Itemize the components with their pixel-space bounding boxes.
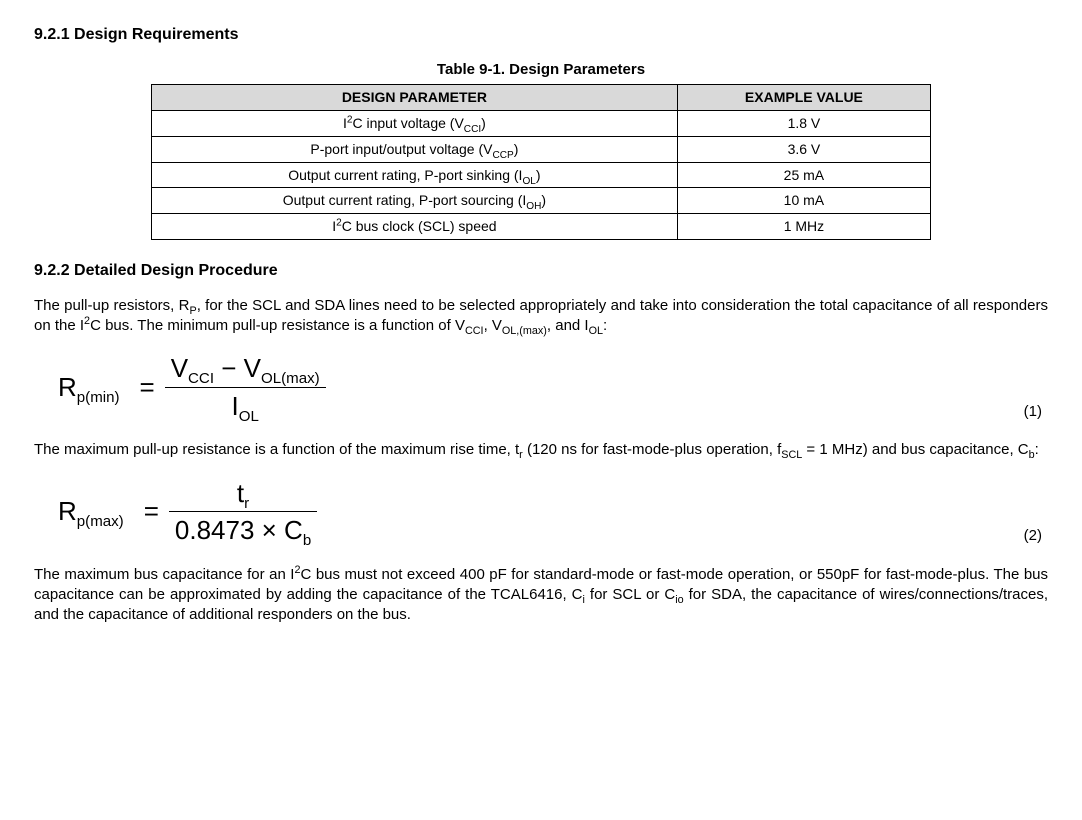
eq2-lhs: Rp(max)	[58, 494, 124, 529]
table-cell-value: 1.8 V	[677, 110, 930, 136]
eq2-fraction: tr 0.8473 × Cb	[169, 477, 317, 547]
paragraph-2: The maximum pull-up resistance is a func…	[34, 440, 1048, 460]
table-cell-value: 25 mA	[677, 162, 930, 188]
table-cell-param: I2C bus clock (SCL) speed	[152, 214, 678, 240]
paragraph-3: The maximum bus capacitance for an I2C b…	[34, 565, 1048, 626]
eq1-denominator: IOL	[226, 390, 265, 423]
table-cell-param: Output current rating, P-port sinking (I…	[152, 162, 678, 188]
table-header-param: DESIGN PARAMETER	[152, 84, 678, 110]
table-cell-param: P-port input/output voltage (VCCP)	[152, 136, 678, 162]
equation-2: Rp(max) = tr 0.8473 × Cb	[34, 477, 317, 547]
table-cell-param: I2C input voltage (VCCI)	[152, 110, 678, 136]
equation-1: Rp(min) = VCCI − VOL(max) IOL	[34, 352, 326, 422]
eq2-numerator: tr	[231, 477, 255, 510]
paragraph-1: The pull-up resistors, RP, for the SCL a…	[34, 296, 1048, 337]
table-cell-value: 3.6 V	[677, 136, 930, 162]
section-heading-2: 9.2.2 Detailed Design Procedure	[34, 260, 1048, 282]
table-row: I2C input voltage (VCCI)1.8 V	[152, 110, 931, 136]
table-caption: Table 9-1. Design Parameters	[34, 60, 1048, 80]
eq2-equals: =	[144, 494, 159, 529]
table-row: P-port input/output voltage (VCCP)3.6 V	[152, 136, 931, 162]
eq2-denominator: 0.8473 × Cb	[169, 514, 317, 547]
table-cell-param: Output current rating, P-port sourcing (…	[152, 188, 678, 214]
equation-2-row: Rp(max) = tr 0.8473 × Cb (2)	[34, 477, 1048, 547]
table-row: Output current rating, P-port sinking (I…	[152, 162, 931, 188]
table-cell-value: 10 mA	[677, 188, 930, 214]
table-row: Output current rating, P-port sourcing (…	[152, 188, 931, 214]
section-heading-1: 9.2.1 Design Requirements	[34, 24, 1048, 46]
eq1-number: (1)	[1024, 402, 1048, 422]
design-parameters-table: DESIGN PARAMETER EXAMPLE VALUE I2C input…	[151, 84, 931, 240]
eq2-number: (2)	[1024, 526, 1048, 546]
eq1-numerator: VCCI − VOL(max)	[165, 352, 326, 385]
equation-1-row: Rp(min) = VCCI − VOL(max) IOL (1)	[34, 352, 1048, 422]
eq1-lhs: Rp(min)	[58, 370, 120, 405]
table-header-value: EXAMPLE VALUE	[677, 84, 930, 110]
table-cell-value: 1 MHz	[677, 214, 930, 240]
eq1-equals: =	[140, 370, 155, 405]
table-body: I2C input voltage (VCCI)1.8 VP-port inpu…	[152, 110, 931, 239]
eq1-fraction: VCCI − VOL(max) IOL	[165, 352, 326, 422]
table-row: I2C bus clock (SCL) speed1 MHz	[152, 214, 931, 240]
